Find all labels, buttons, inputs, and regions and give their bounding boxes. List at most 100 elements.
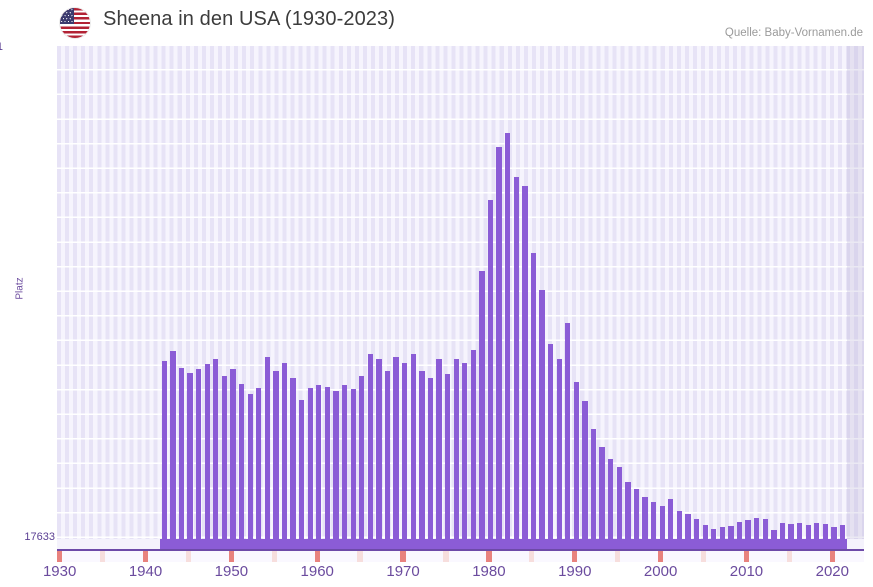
bar[interactable] — [599, 447, 605, 539]
bar[interactable] — [453, 359, 459, 539]
bar[interactable] — [273, 371, 279, 539]
source-label: Quelle: Baby-Vornamen.de — [724, 27, 863, 39]
x-tick-minor — [357, 550, 363, 562]
bar[interactable] — [651, 502, 657, 539]
x-tick-minor — [700, 550, 707, 562]
bar[interactable] — [693, 519, 700, 539]
bar[interactable] — [444, 374, 451, 539]
bar[interactable] — [230, 369, 236, 539]
x-axis-label: 1990 — [558, 563, 592, 580]
bar[interactable] — [247, 394, 253, 539]
bar[interactable] — [410, 354, 416, 539]
bar[interactable] — [384, 371, 391, 539]
x-axis-line — [57, 549, 864, 551]
bar[interactable] — [307, 388, 313, 539]
bar[interactable] — [788, 524, 794, 539]
bar[interactable] — [539, 290, 545, 539]
bar[interactable] — [436, 359, 442, 539]
x-tick-minor — [185, 550, 192, 562]
bar[interactable] — [487, 200, 494, 539]
bar[interactable] — [204, 364, 210, 539]
bar[interactable] — [221, 376, 228, 539]
bar[interactable] — [547, 344, 554, 539]
bar[interactable] — [479, 271, 485, 539]
bar[interactable] — [608, 459, 614, 539]
bar[interactable] — [711, 529, 717, 539]
x-axis-label: 1940 — [128, 563, 163, 580]
bar[interactable] — [513, 177, 519, 539]
bar[interactable] — [522, 186, 528, 539]
bar[interactable] — [582, 401, 588, 539]
bar[interactable] — [170, 351, 176, 539]
bar[interactable] — [814, 523, 820, 539]
bar[interactable] — [573, 382, 580, 539]
bar[interactable] — [754, 518, 760, 539]
bar[interactable] — [590, 429, 597, 539]
bar[interactable] — [350, 389, 356, 539]
bar[interactable] — [831, 527, 837, 539]
bar[interactable] — [281, 363, 288, 539]
bar[interactable] — [839, 525, 846, 539]
bar[interactable] — [213, 359, 219, 539]
bar[interactable] — [676, 511, 683, 539]
us-flag-icon — [60, 8, 90, 38]
bar[interactable] — [256, 388, 262, 539]
bar[interactable] — [822, 524, 829, 539]
bar[interactable] — [565, 323, 571, 539]
bar[interactable] — [470, 350, 477, 539]
bar[interactable] — [187, 373, 193, 539]
bar[interactable] — [745, 520, 751, 539]
bar[interactable] — [556, 359, 562, 539]
bar[interactable] — [359, 376, 365, 539]
bar[interactable] — [736, 522, 743, 539]
bar[interactable] — [633, 489, 640, 539]
axis-strip-fill — [160, 539, 847, 549]
bar[interactable] — [341, 385, 348, 539]
future-shaded-region — [846, 46, 864, 539]
x-axis-ticks — [57, 550, 864, 562]
bar[interactable] — [728, 526, 734, 539]
bar[interactable] — [333, 391, 339, 539]
bar[interactable] — [376, 359, 382, 539]
x-tick-minor — [615, 550, 621, 562]
bar[interactable] — [462, 363, 468, 539]
bar[interactable] — [402, 363, 408, 539]
bar[interactable] — [299, 400, 305, 539]
bar[interactable] — [659, 506, 665, 539]
bar[interactable] — [290, 378, 296, 539]
bar[interactable] — [685, 514, 691, 539]
bar[interactable] — [530, 253, 537, 539]
bar[interactable] — [324, 387, 331, 539]
x-tick-major — [57, 550, 63, 562]
x-tick-minor — [786, 550, 793, 562]
bar[interactable] — [419, 371, 425, 539]
x-axis-labels: 1930 1940 1950 1960 1970 1980 1990 2000 2010 2020 — [0, 563, 873, 587]
bar[interactable] — [367, 354, 373, 539]
bar[interactable] — [161, 361, 167, 539]
bar[interactable] — [616, 467, 622, 539]
bar[interactable] — [719, 527, 725, 539]
plot-area — [57, 46, 864, 539]
bar[interactable] — [178, 368, 185, 539]
flag-canton — [60, 8, 74, 25]
bar[interactable] — [238, 384, 245, 539]
chart-header: Sheena in den USA (1930-2023) Quelle: Ba… — [0, 0, 873, 46]
bar[interactable] — [195, 369, 202, 539]
bar[interactable] — [771, 530, 777, 539]
bar[interactable] — [668, 499, 674, 539]
bar[interactable] — [805, 525, 811, 539]
bar[interactable] — [702, 525, 708, 539]
bar[interactable] — [393, 357, 399, 539]
x-tick-major — [314, 550, 320, 562]
bar[interactable] — [496, 147, 502, 539]
bar[interactable] — [427, 378, 434, 539]
bar[interactable] — [642, 497, 648, 539]
x-axis-label: 2010 — [729, 563, 764, 580]
bar[interactable] — [762, 519, 768, 539]
bar[interactable] — [625, 482, 631, 539]
bar[interactable] — [505, 133, 511, 539]
bar[interactable] — [316, 385, 322, 539]
bar[interactable] — [796, 523, 803, 539]
bar[interactable] — [264, 357, 270, 539]
bar[interactable] — [779, 523, 786, 539]
